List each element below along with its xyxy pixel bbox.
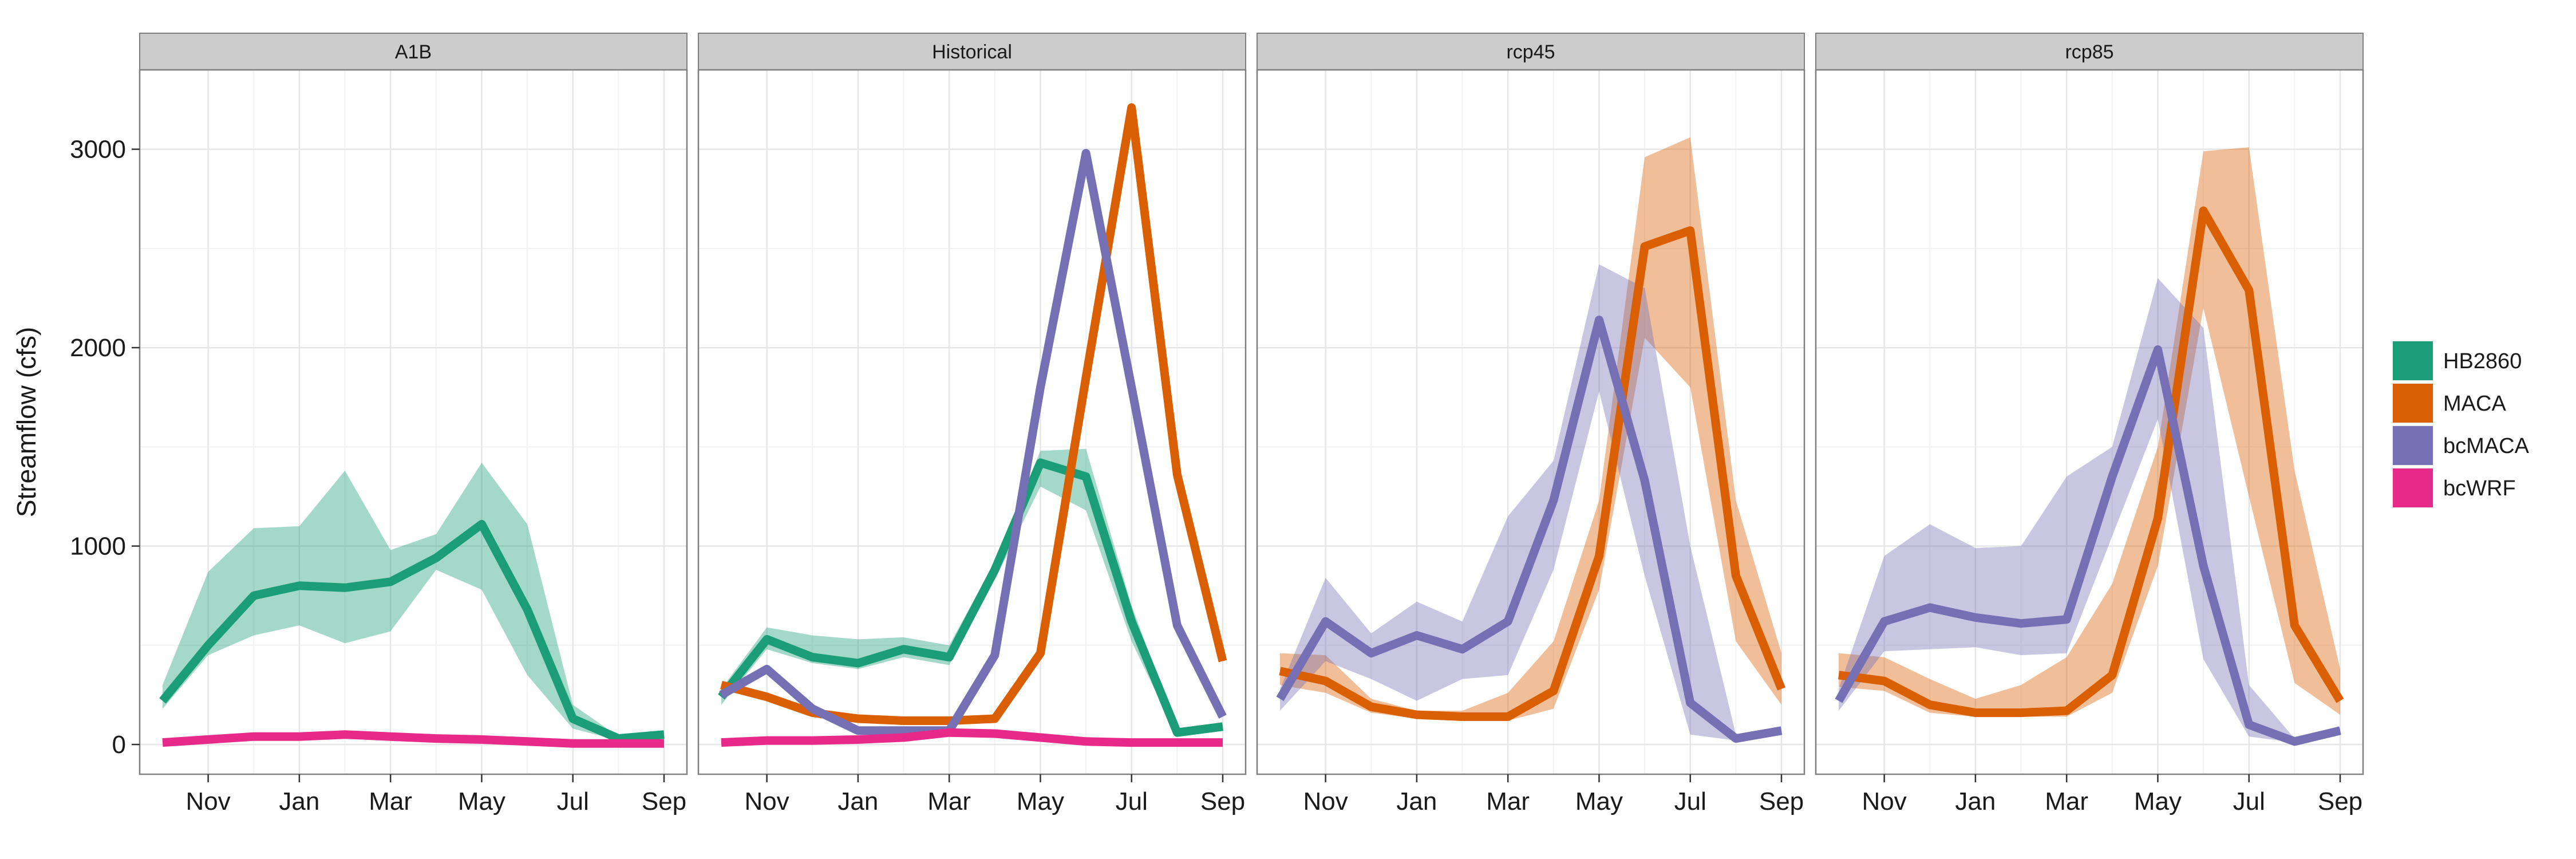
facet-strip [1257, 33, 1805, 70]
panel-border [1815, 69, 2364, 775]
x-tick-label: Jan [1396, 787, 1437, 815]
panel-border [697, 69, 1247, 775]
x-tick-label: Nov [1303, 787, 1348, 815]
plot-area [1816, 70, 2363, 774]
y-tick-label: 2000 [70, 334, 126, 362]
legend-label: bcWRF [2443, 476, 2516, 501]
series-line-bcmaca [719, 149, 1227, 735]
legend-label: HB2860 [2443, 349, 2522, 373]
y-axis-title: Streamflow (cfs) [11, 327, 41, 517]
ribbon-hb2860 [163, 463, 664, 741]
legend-swatch [2393, 341, 2433, 380]
legend-item-bcwrf: bcWRF [2392, 467, 2516, 509]
panel-border [1256, 69, 1805, 775]
series-line-bcmaca [1276, 316, 1783, 743]
facet-panel-a1b: A1B Nov Jan Mar May Jul Sep [139, 33, 688, 815]
series-line-maca [1279, 226, 1785, 721]
legend-item-hb2860: HB2860 [2392, 340, 2522, 381]
facet-strip-label: rcp45 [1506, 41, 1555, 63]
series-line-bcwrf [162, 730, 664, 748]
x-tick-label: Jan [1955, 787, 1996, 815]
y-tick-label: 1000 [70, 533, 126, 561]
x-tick-label: May [1017, 787, 1064, 815]
ribbon-bcmaca [1839, 278, 2340, 743]
x-tick-label: Jan [837, 787, 878, 815]
y-axis: Streamflow (cfs) 0 1000 2000 3000 [11, 136, 140, 759]
legend-item-bcmaca: bcMACA [2392, 425, 2530, 466]
x-tick-label: Jul [2233, 787, 2265, 815]
legend-item-maca: MACA [2392, 383, 2506, 424]
legend: HB2860 MACA bcMACA bcWRF [2392, 340, 2530, 509]
facet-strip-label: rcp85 [2065, 41, 2113, 63]
x-tick-label: Mar [1486, 787, 1530, 815]
x-tick-label: Mar [369, 787, 412, 815]
series-line-hb2860 [718, 458, 1223, 737]
facet-panel-rcp45: rcp45 Nov Jan Mar May Jul Sep [1256, 33, 1805, 815]
facet-panels: A1B Nov Jan Mar May Jul Sep Historical Nov Jan Mar… [139, 33, 2364, 815]
legend-label: MACA [2443, 392, 2506, 416]
facet-strip [1815, 33, 2364, 70]
legend-swatch [2393, 426, 2433, 465]
series-line-bcwrf [721, 728, 1223, 747]
x-tick-label: Mar [2045, 787, 2088, 815]
x-tick-label: Sep [2318, 787, 2362, 815]
series-line-maca [720, 103, 1227, 725]
ribbon-maca [1280, 137, 1781, 721]
x-tick-label: May [2134, 787, 2182, 815]
ribbon-bcmaca [1280, 264, 1781, 741]
x-tick-label: May [1575, 787, 1623, 815]
x-tick-label: Sep [642, 787, 686, 815]
x-tick-label: Jan [279, 787, 319, 815]
plot-area [698, 70, 1246, 774]
ribbon-maca [1839, 147, 2340, 717]
facet-panel-rcp85: rcp85 Nov Jan Mar May Jul Sep [1815, 33, 2364, 815]
x-tick-label: Nov [186, 787, 231, 815]
x-tick-label: May [458, 787, 505, 815]
panel-border [139, 69, 688, 775]
series-line-hb2860 [159, 519, 665, 743]
x-tick-label: Mar [927, 787, 971, 815]
series-line-maca [1838, 206, 2344, 718]
legend-swatch [2393, 384, 2433, 423]
facet-panel-historical: Historical Nov Jan Mar May Jul Sep [697, 33, 1247, 815]
x-tick-label: Nov [745, 787, 789, 815]
series-line-bcmaca [1835, 345, 2341, 746]
y-tick-label: 3000 [70, 136, 126, 164]
facet-strip-label: Historical [932, 41, 1012, 63]
x-tick-label: Jul [557, 787, 589, 815]
x-tick-label: Sep [1200, 787, 1245, 815]
y-tick-label: 0 [112, 731, 126, 759]
legend-label: bcMACA [2443, 434, 2530, 458]
x-tick-label: Jul [1674, 787, 1706, 815]
x-tick-label: Sep [1759, 787, 1804, 815]
facet-strip-label: A1B [395, 41, 432, 63]
legend-swatch [2393, 468, 2433, 507]
plot-area [140, 70, 687, 774]
x-tick-label: Jul [1116, 787, 1148, 815]
facet-strip [139, 33, 688, 70]
x-tick-label: Nov [1862, 787, 1907, 815]
